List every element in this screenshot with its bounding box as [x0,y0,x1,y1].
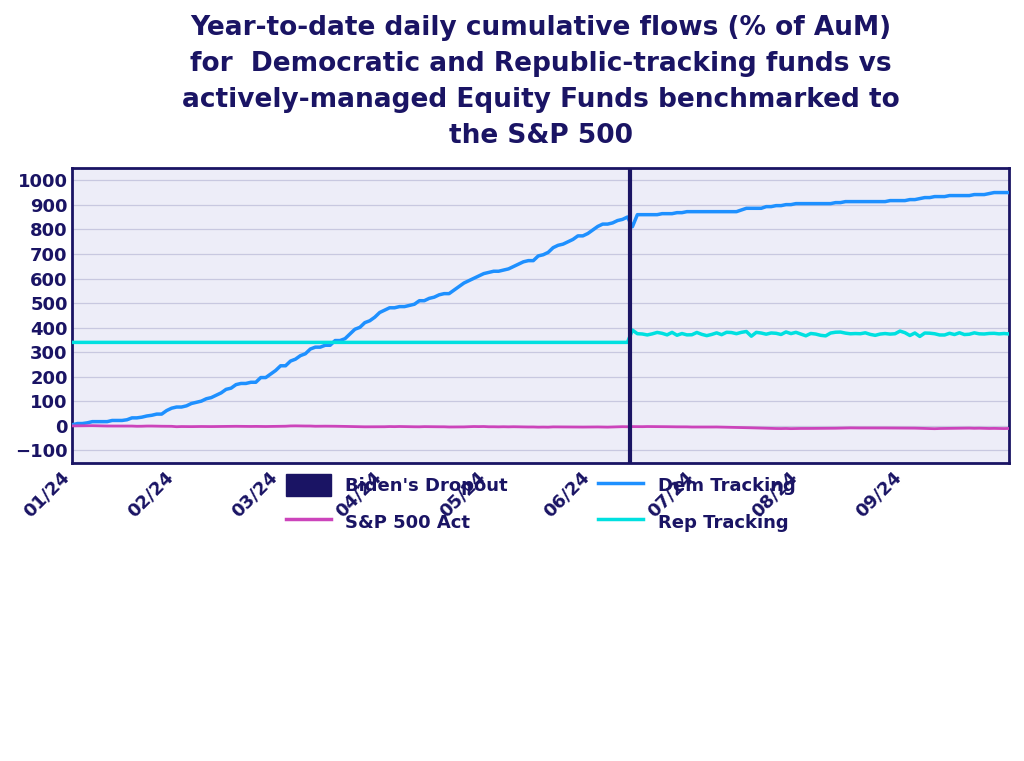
Title: Year-to-date daily cumulative flows (% of AuM)
for  Democratic and Republic-trac: Year-to-date daily cumulative flows (% o… [182,15,900,149]
Legend: Biden's Dropout, S&P 500 Act, Dem Tracking, Rep Tracking: Biden's Dropout, S&P 500 Act, Dem Tracki… [268,457,814,551]
